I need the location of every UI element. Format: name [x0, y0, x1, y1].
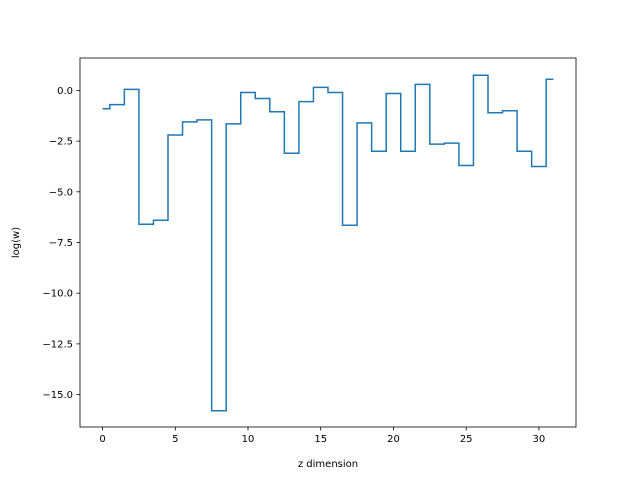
x-tick-label: 20 [387, 434, 400, 445]
x-tick-label: 25 [460, 434, 473, 445]
x-tick-label: 30 [533, 434, 546, 445]
x-tick-label: 5 [172, 434, 178, 445]
y-axis-ticks: 0.0 −2.5 −5.0 −7.5 −10.0 −12.5 −15.0 [42, 86, 80, 401]
y-tick-label: −5.0 [49, 187, 73, 198]
x-axis-ticks: 0 5 10 15 20 25 30 [99, 427, 545, 445]
axes-frame [79, 57, 577, 428]
y-axis-label: log(w) [11, 227, 22, 258]
y-tick-label: −10.0 [42, 289, 73, 300]
x-axis-label: z dimension [298, 459, 358, 470]
plot-area [102, 74, 554, 412]
x-tick-label: 10 [242, 434, 255, 445]
x-tick-label: 15 [314, 434, 327, 445]
y-tick-label: 0.0 [57, 86, 73, 97]
y-tick-label: −12.5 [42, 339, 73, 350]
y-tick-label: −7.5 [49, 238, 73, 249]
y-tick-label: −2.5 [49, 137, 73, 148]
series-line [102, 74, 554, 412]
y-tick-label: −15.0 [42, 390, 73, 401]
x-tick-label: 0 [99, 434, 105, 445]
